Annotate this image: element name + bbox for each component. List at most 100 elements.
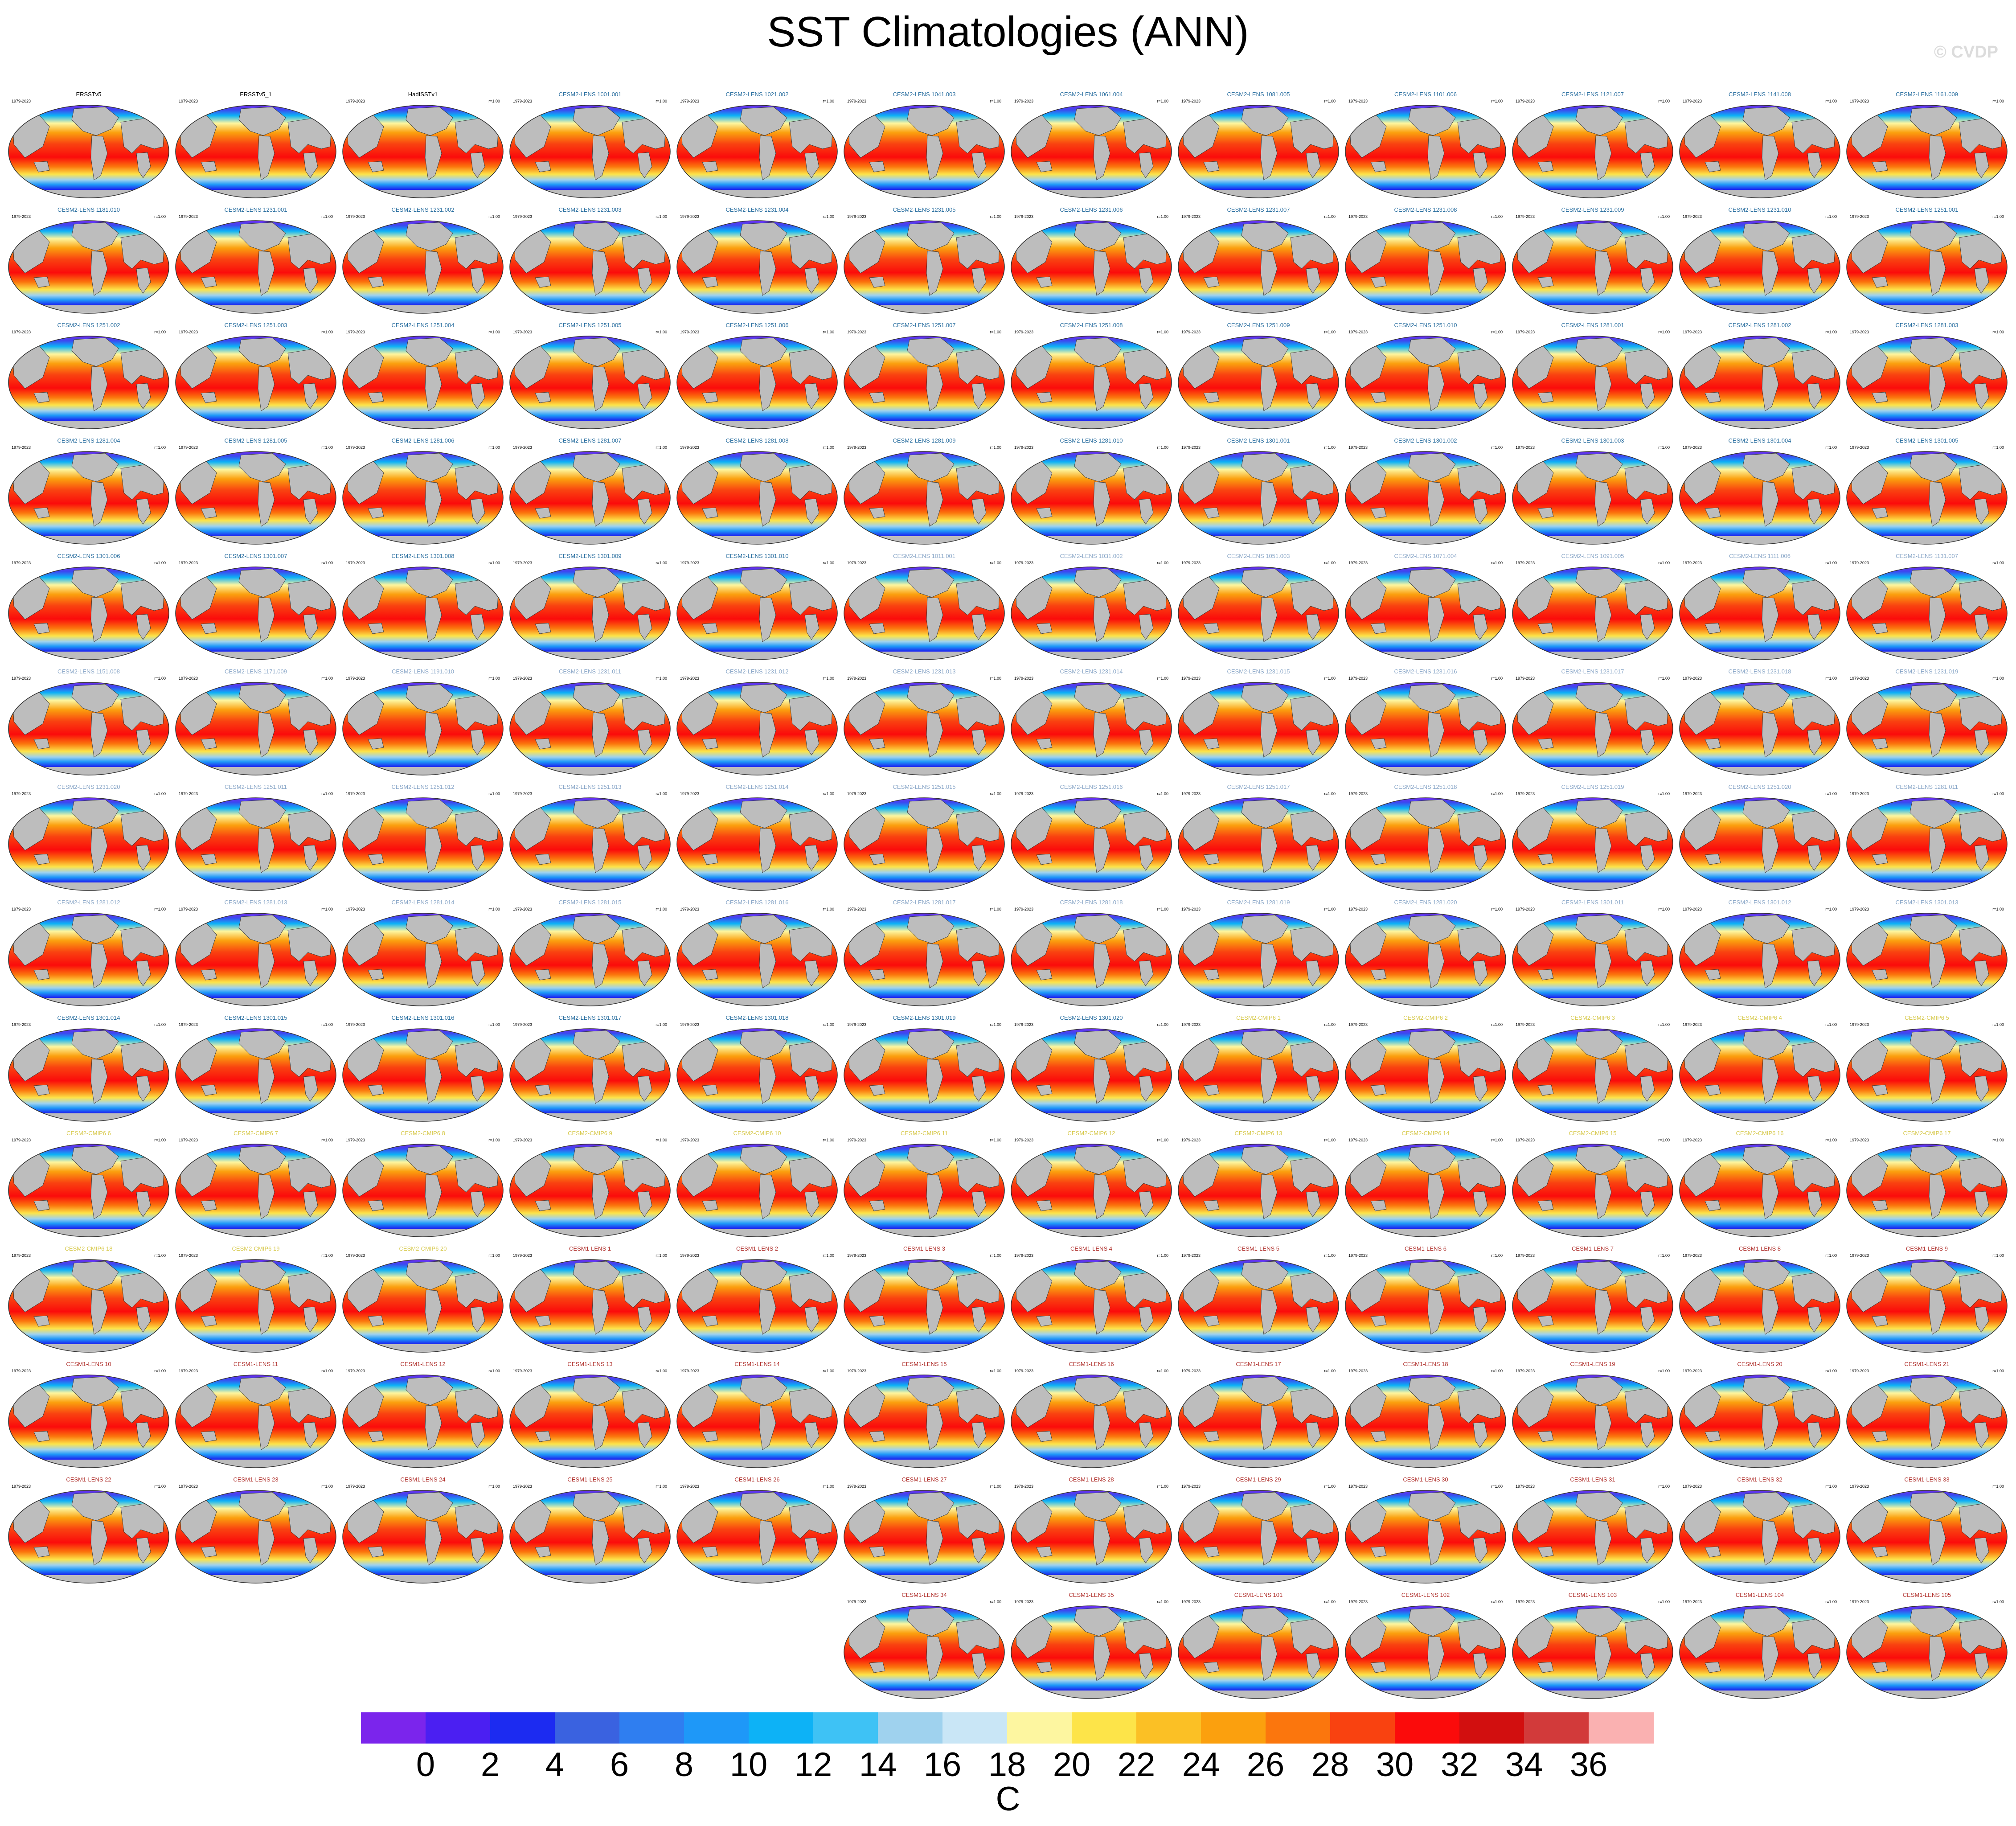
map-panel: CESM2-LENS 1231.019 1979-2023 r=1.00	[1844, 666, 2010, 779]
map-panel: CESM2-LENS 1281.010 1979-2023 r=1.00	[1008, 435, 1175, 548]
colorbar-segment	[749, 1712, 814, 1744]
panel-title: CESM2-CMIP6 16	[1736, 1130, 1784, 1137]
panel-pattern-correlation: r=1.00	[1992, 214, 2004, 219]
panel-title: CESM2-LENS 1301.009	[558, 553, 622, 559]
map-panel: CESM2-CMIP6 12 1979-2023 r=1.00	[1008, 1128, 1175, 1240]
panel-years: 1979-2023	[680, 1484, 700, 1489]
panel-years: 1979-2023	[1850, 99, 1869, 103]
map-panel: CESM2-LENS 1251.014 1979-2023 r=1.00	[674, 782, 840, 894]
map-panel: CESM2-LENS 1281.013 1979-2023 r=1.00	[172, 897, 339, 1009]
panel-years: 1979-2023	[1014, 1253, 1034, 1258]
panel-pattern-correlation: r=1.00	[1825, 676, 1837, 681]
colorbar-tick-label: 16	[923, 1746, 962, 1784]
sst-map	[1679, 1028, 1840, 1122]
sst-map	[676, 1375, 838, 1468]
panel-years: 1979-2023	[1181, 1600, 1201, 1604]
panel-title: CESM2-LENS 1251.005	[558, 322, 622, 328]
panel-years: 1979-2023	[1516, 792, 1535, 796]
sst-map	[1679, 1605, 1840, 1699]
sst-map	[1011, 1144, 1172, 1237]
panel-years: 1979-2023	[12, 214, 31, 219]
panel-title: CESM2-LENS 1301.006	[57, 553, 120, 559]
sst-map	[8, 1375, 169, 1468]
panel-years: 1979-2023	[12, 1369, 31, 1373]
colorbar-segment	[1459, 1712, 1524, 1744]
panel-years: 1979-2023	[847, 445, 867, 450]
map-panel: CESM2-CMIP6 7 1979-2023 r=1.00	[172, 1128, 339, 1240]
sst-map	[1512, 1375, 1673, 1468]
map-panel: CESM1-LENS 12 1979-2023 r=1.00	[340, 1359, 506, 1471]
sst-map	[175, 1028, 336, 1122]
sst-map	[509, 913, 671, 1006]
panel-title: CESM2-LENS 1281.005	[224, 437, 287, 444]
map-panel: CESM2-LENS 1231.011 1979-2023 r=1.00	[507, 666, 673, 779]
panel-years: 1979-2023	[513, 330, 533, 334]
map-panel: CESM2-LENS 1301.005 1979-2023 r=1.00	[1844, 435, 2010, 548]
panel-title: CESM1-LENS 10	[66, 1361, 111, 1367]
panel-pattern-correlation: r=1.00	[823, 99, 834, 103]
panel-pattern-correlation: r=1.00	[1324, 1369, 1336, 1373]
panel-years: 1979-2023	[1181, 99, 1201, 103]
map-panel: CESM2-LENS 1301.015 1979-2023 r=1.00	[172, 1013, 339, 1125]
map-panel: CESM2-CMIP6 10 1979-2023 r=1.00	[674, 1128, 840, 1240]
panel-pattern-correlation: r=1.00	[990, 1369, 1001, 1373]
sst-map	[844, 682, 1005, 776]
map-panel: CESM1-LENS 27 1979-2023 r=1.00	[841, 1474, 1008, 1587]
colorbar-tick-label: 34	[1505, 1746, 1543, 1784]
panel-title: CESM2-LENS 1121.007	[1561, 91, 1624, 98]
map-panel: CESM2-LENS 1081.005 1979-2023 r=1.00	[1175, 89, 1342, 201]
panel-years: 1979-2023	[1181, 907, 1201, 911]
panel-title: HadISSTv1	[408, 91, 438, 98]
map-panel: CESM1-LENS 21 1979-2023 r=1.00	[1844, 1359, 2010, 1471]
panel-years: 1979-2023	[847, 561, 867, 565]
map-panel: CESM2-LENS 1301.012 1979-2023 r=1.00	[1676, 897, 1843, 1009]
panel-title: CESM1-LENS 104	[1735, 1592, 1784, 1598]
panel-years: 1979-2023	[12, 792, 31, 796]
colorbar-tick-label: 0	[416, 1746, 435, 1784]
panel-pattern-correlation: r=1.00	[1825, 1022, 1837, 1027]
sst-map	[1846, 913, 2008, 1006]
panel-years: 1979-2023	[179, 561, 198, 565]
panel-title: ERSSTv5_1	[240, 91, 272, 98]
map-panel: CESM1-LENS 34 1979-2023 r=1.00	[841, 1590, 1008, 1702]
sst-map	[1512, 1259, 1673, 1353]
sst-map	[1011, 1490, 1172, 1584]
panel-years: 1979-2023	[680, 1369, 700, 1373]
map-panel: CESM2-LENS 1231.001 1979-2023 r=1.00	[172, 205, 339, 317]
panel-pattern-correlation: r=1.00	[321, 214, 333, 219]
sst-map	[509, 1028, 671, 1122]
sst-map	[175, 797, 336, 891]
map-panel: ERSSTv5 1979-2023	[5, 89, 172, 201]
sst-map	[175, 1144, 336, 1237]
panel-years: 1979-2023	[346, 99, 365, 103]
map-panel: CESM1-LENS 8 1979-2023 r=1.00	[1676, 1243, 1843, 1356]
panel-pattern-correlation: r=1.00	[1157, 1253, 1168, 1258]
panel-years: 1979-2023	[1014, 792, 1034, 796]
sst-map	[1512, 1490, 1673, 1584]
panel-years: 1979-2023	[680, 1253, 700, 1258]
map-panel: CESM2-LENS 1071.004 1979-2023 r=1.00	[1342, 551, 1509, 663]
panel-pattern-correlation: r=1.00	[1491, 676, 1503, 681]
panel-title: CESM2-LENS 1251.006	[725, 322, 789, 328]
panel-title: CESM2-LENS 1231.018	[1728, 668, 1791, 675]
panel-title: CESM2-CMIP6 2	[1403, 1014, 1448, 1021]
panel-pattern-correlation: r=1.00	[154, 1253, 166, 1258]
panel-years: 1979-2023	[179, 676, 198, 681]
panel-years: 1979-2023	[513, 214, 533, 219]
panel-pattern-correlation: r=1.00	[488, 1022, 500, 1027]
panel-pattern-correlation: r=1.00	[656, 561, 667, 565]
sst-map	[1011, 1605, 1172, 1699]
map-panel: CESM2-LENS 1251.009 1979-2023 r=1.00	[1175, 320, 1342, 432]
colorbar-segment	[1007, 1712, 1072, 1744]
panel-title: CESM2-LENS 1251.008	[1060, 322, 1123, 328]
panel-pattern-correlation: r=1.00	[823, 907, 834, 911]
panel-pattern-correlation: r=1.00	[321, 1369, 333, 1373]
colorbar-tick-label: 10	[729, 1746, 768, 1784]
sst-map	[1679, 1259, 1840, 1353]
sst-map	[1846, 1259, 2008, 1353]
panel-title: CESM2-LENS 1301.010	[725, 553, 789, 559]
panel-title: CESM1-LENS 34	[901, 1592, 947, 1598]
sst-map	[676, 566, 838, 660]
panel-title: CESM2-LENS 1231.006	[1060, 206, 1123, 213]
panel-title: CESM2-LENS 1281.013	[224, 899, 287, 906]
